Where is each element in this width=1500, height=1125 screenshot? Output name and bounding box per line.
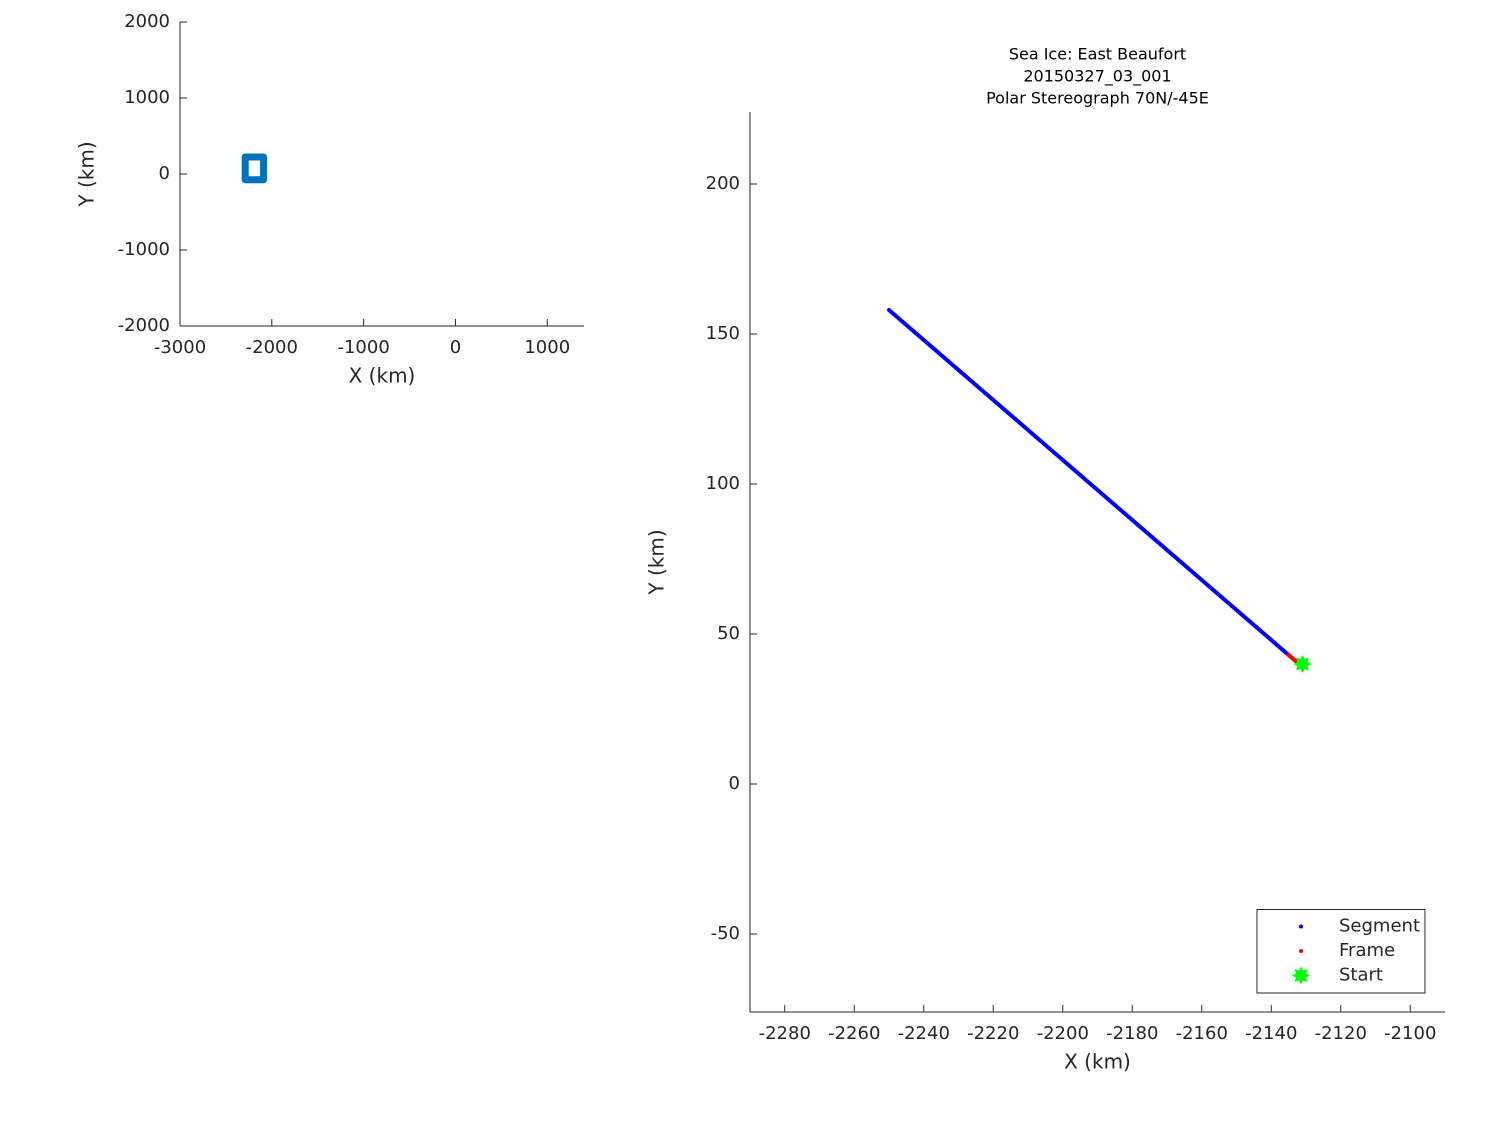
start-marker (1293, 654, 1312, 674)
y-tick-label: -50 (711, 923, 740, 944)
legend-marker (1299, 924, 1303, 929)
track (887, 308, 1295, 660)
x-tick-label: -2200 (1037, 1023, 1089, 1044)
x-tick-label: -1000 (337, 337, 389, 358)
legend-label: Segment (1339, 916, 1420, 937)
chart-title: 20150327_03_001 (1023, 67, 1171, 87)
x-tick-label: -2000 (246, 337, 298, 358)
outline (241, 153, 268, 184)
y-axis-label: Y (km) (645, 529, 669, 595)
y-tick-label: 0 (729, 773, 740, 794)
legend-label: Frame (1339, 940, 1395, 961)
x-tick-label: -2280 (759, 1023, 811, 1044)
x-tick-label: -2240 (898, 1023, 950, 1044)
y-tick-label: 150 (706, 323, 740, 344)
start-marker (1291, 966, 1311, 985)
y-tick-label: 200 (706, 173, 740, 194)
x-tick-label: -2140 (1245, 1023, 1297, 1044)
x-tick-label: -3000 (154, 337, 206, 358)
x-tick-label: -2180 (1106, 1023, 1158, 1044)
x-tick-label: -2120 (1315, 1023, 1367, 1044)
x-tick-label: 0 (450, 337, 461, 358)
x-tick-label: -2260 (828, 1023, 880, 1044)
x-tick-label: 1000 (524, 337, 570, 358)
x-tick-label: -2220 (967, 1023, 1019, 1044)
y-tick-label: -1000 (118, 239, 170, 260)
x-tick-label: -2100 (1384, 1023, 1436, 1044)
y-tick-label: -2000 (118, 315, 170, 336)
chart-title: Sea Ice: East Beaufort (1009, 45, 1186, 64)
y-tick-label: 2000 (124, 11, 170, 32)
x-axis-label: X (km) (1064, 1050, 1131, 1074)
legend-label: Start (1339, 965, 1383, 986)
legend-box (1256, 909, 1426, 994)
x-axis-label: X (km) (349, 364, 416, 388)
legend-marker (1299, 949, 1303, 953)
y-tick-label: 1000 (124, 87, 170, 108)
y-tick-label: 0 (159, 163, 170, 184)
y-axis-label: Y (km) (75, 141, 99, 207)
y-tick-label: 100 (706, 473, 740, 494)
x-tick-label: -2160 (1176, 1023, 1228, 1044)
chart-title: Polar Stereograph 70N/-45E (986, 89, 1209, 108)
track (1286, 653, 1298, 663)
y-tick-label: 50 (717, 623, 740, 644)
